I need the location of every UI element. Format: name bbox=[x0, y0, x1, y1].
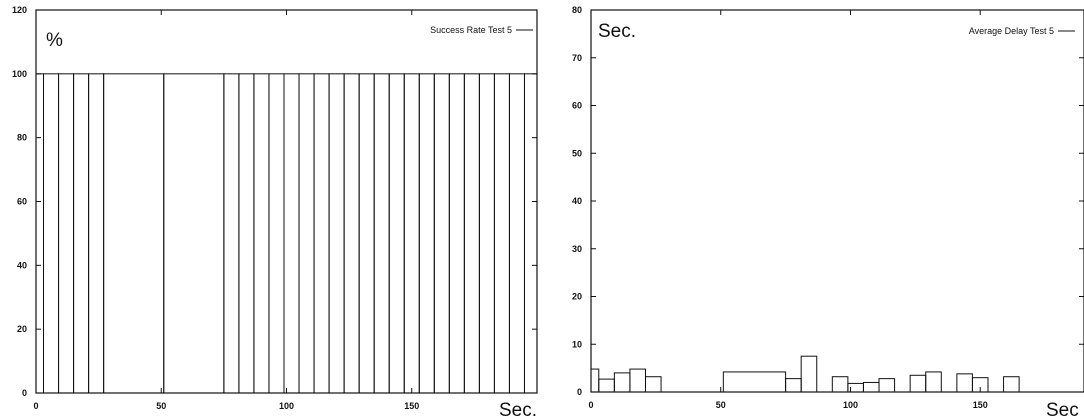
x-tick-label: 150 bbox=[404, 401, 419, 411]
x-tick-label: 0 bbox=[33, 401, 38, 411]
bar bbox=[785, 378, 802, 393]
y-tick-label: 120 bbox=[12, 5, 27, 15]
y-tick-label: 60 bbox=[572, 101, 582, 111]
bar bbox=[493, 73, 510, 394]
x-axis-label: Sec bbox=[1046, 400, 1079, 420]
plot-frame bbox=[590, 9, 1084, 393]
x-tick-label: 100 bbox=[843, 400, 858, 410]
bar bbox=[598, 378, 615, 393]
bar bbox=[283, 73, 300, 394]
y-tick-label: 20 bbox=[17, 324, 27, 334]
y-tick-label: 20 bbox=[572, 292, 582, 302]
bar bbox=[73, 73, 90, 394]
y-tick-label: 80 bbox=[572, 5, 582, 15]
bar bbox=[831, 376, 849, 393]
bar bbox=[523, 73, 538, 394]
success-rate-chart: 0 20 40 60 80 100 120 0 50 100 150% Sec. Success Rat… bbox=[12, 5, 538, 420]
bar bbox=[909, 374, 927, 393]
x-tick-label: 100 bbox=[279, 401, 294, 411]
x-tick-label: 50 bbox=[716, 400, 726, 410]
bar bbox=[478, 73, 495, 394]
bar bbox=[971, 377, 989, 393]
bar bbox=[418, 73, 435, 394]
y-tick-label: 40 bbox=[17, 260, 27, 270]
bar bbox=[722, 371, 787, 393]
bar bbox=[58, 73, 75, 394]
bar bbox=[103, 73, 165, 394]
bar bbox=[88, 73, 105, 394]
bar bbox=[878, 378, 896, 393]
bar bbox=[343, 73, 360, 394]
legend-label: Success Rate Test 5 bbox=[430, 25, 512, 35]
bar bbox=[223, 73, 240, 394]
legend-label: Average Delay Test 5 bbox=[969, 26, 1054, 36]
bar bbox=[463, 73, 480, 394]
bar bbox=[629, 368, 646, 393]
average-delay-chart: 0 10 20 30 40 50 60 70 80 0 50 100 150 Sec. Sec Average… bbox=[572, 5, 1084, 420]
y-tick-label: 30 bbox=[572, 244, 582, 254]
bar bbox=[800, 355, 818, 393]
bar bbox=[403, 73, 420, 394]
y-tick-label: 50 bbox=[572, 148, 582, 158]
bar bbox=[644, 376, 662, 393]
bar bbox=[298, 73, 315, 394]
bar bbox=[35, 73, 45, 394]
y-axis-label: % bbox=[46, 30, 63, 51]
y-tick-label: 0 bbox=[22, 388, 27, 398]
bar bbox=[433, 73, 450, 394]
plot-frame bbox=[35, 9, 538, 394]
bar bbox=[328, 73, 345, 394]
y-tick-label: 10 bbox=[572, 339, 582, 349]
bar bbox=[590, 368, 600, 393]
bar bbox=[313, 73, 330, 394]
y-axis-label: Sec. bbox=[598, 21, 636, 42]
x-tick-label: 0 bbox=[588, 400, 593, 410]
bar bbox=[253, 73, 270, 394]
bar bbox=[163, 73, 225, 394]
bar bbox=[358, 73, 375, 394]
bar bbox=[1003, 376, 1020, 393]
x-tick-label: 50 bbox=[156, 401, 166, 411]
bar bbox=[373, 73, 390, 394]
y-tick-label: 80 bbox=[17, 133, 27, 143]
bar bbox=[613, 372, 631, 393]
x-tick-label: 150 bbox=[973, 400, 988, 410]
bar bbox=[508, 73, 525, 394]
bar bbox=[925, 371, 942, 393]
bar bbox=[862, 381, 880, 393]
y-tick-label: 40 bbox=[572, 196, 582, 206]
x-axis-label: Sec. bbox=[499, 400, 537, 420]
bar bbox=[43, 73, 60, 394]
bar bbox=[268, 73, 285, 394]
bar bbox=[956, 373, 973, 393]
bar bbox=[238, 73, 255, 394]
bar bbox=[388, 73, 405, 394]
bar bbox=[448, 73, 465, 394]
y-tick-label: 100 bbox=[12, 69, 27, 79]
y-tick-label: 0 bbox=[577, 387, 582, 397]
y-tick-label: 60 bbox=[17, 197, 27, 207]
y-tick-label: 70 bbox=[572, 53, 582, 63]
